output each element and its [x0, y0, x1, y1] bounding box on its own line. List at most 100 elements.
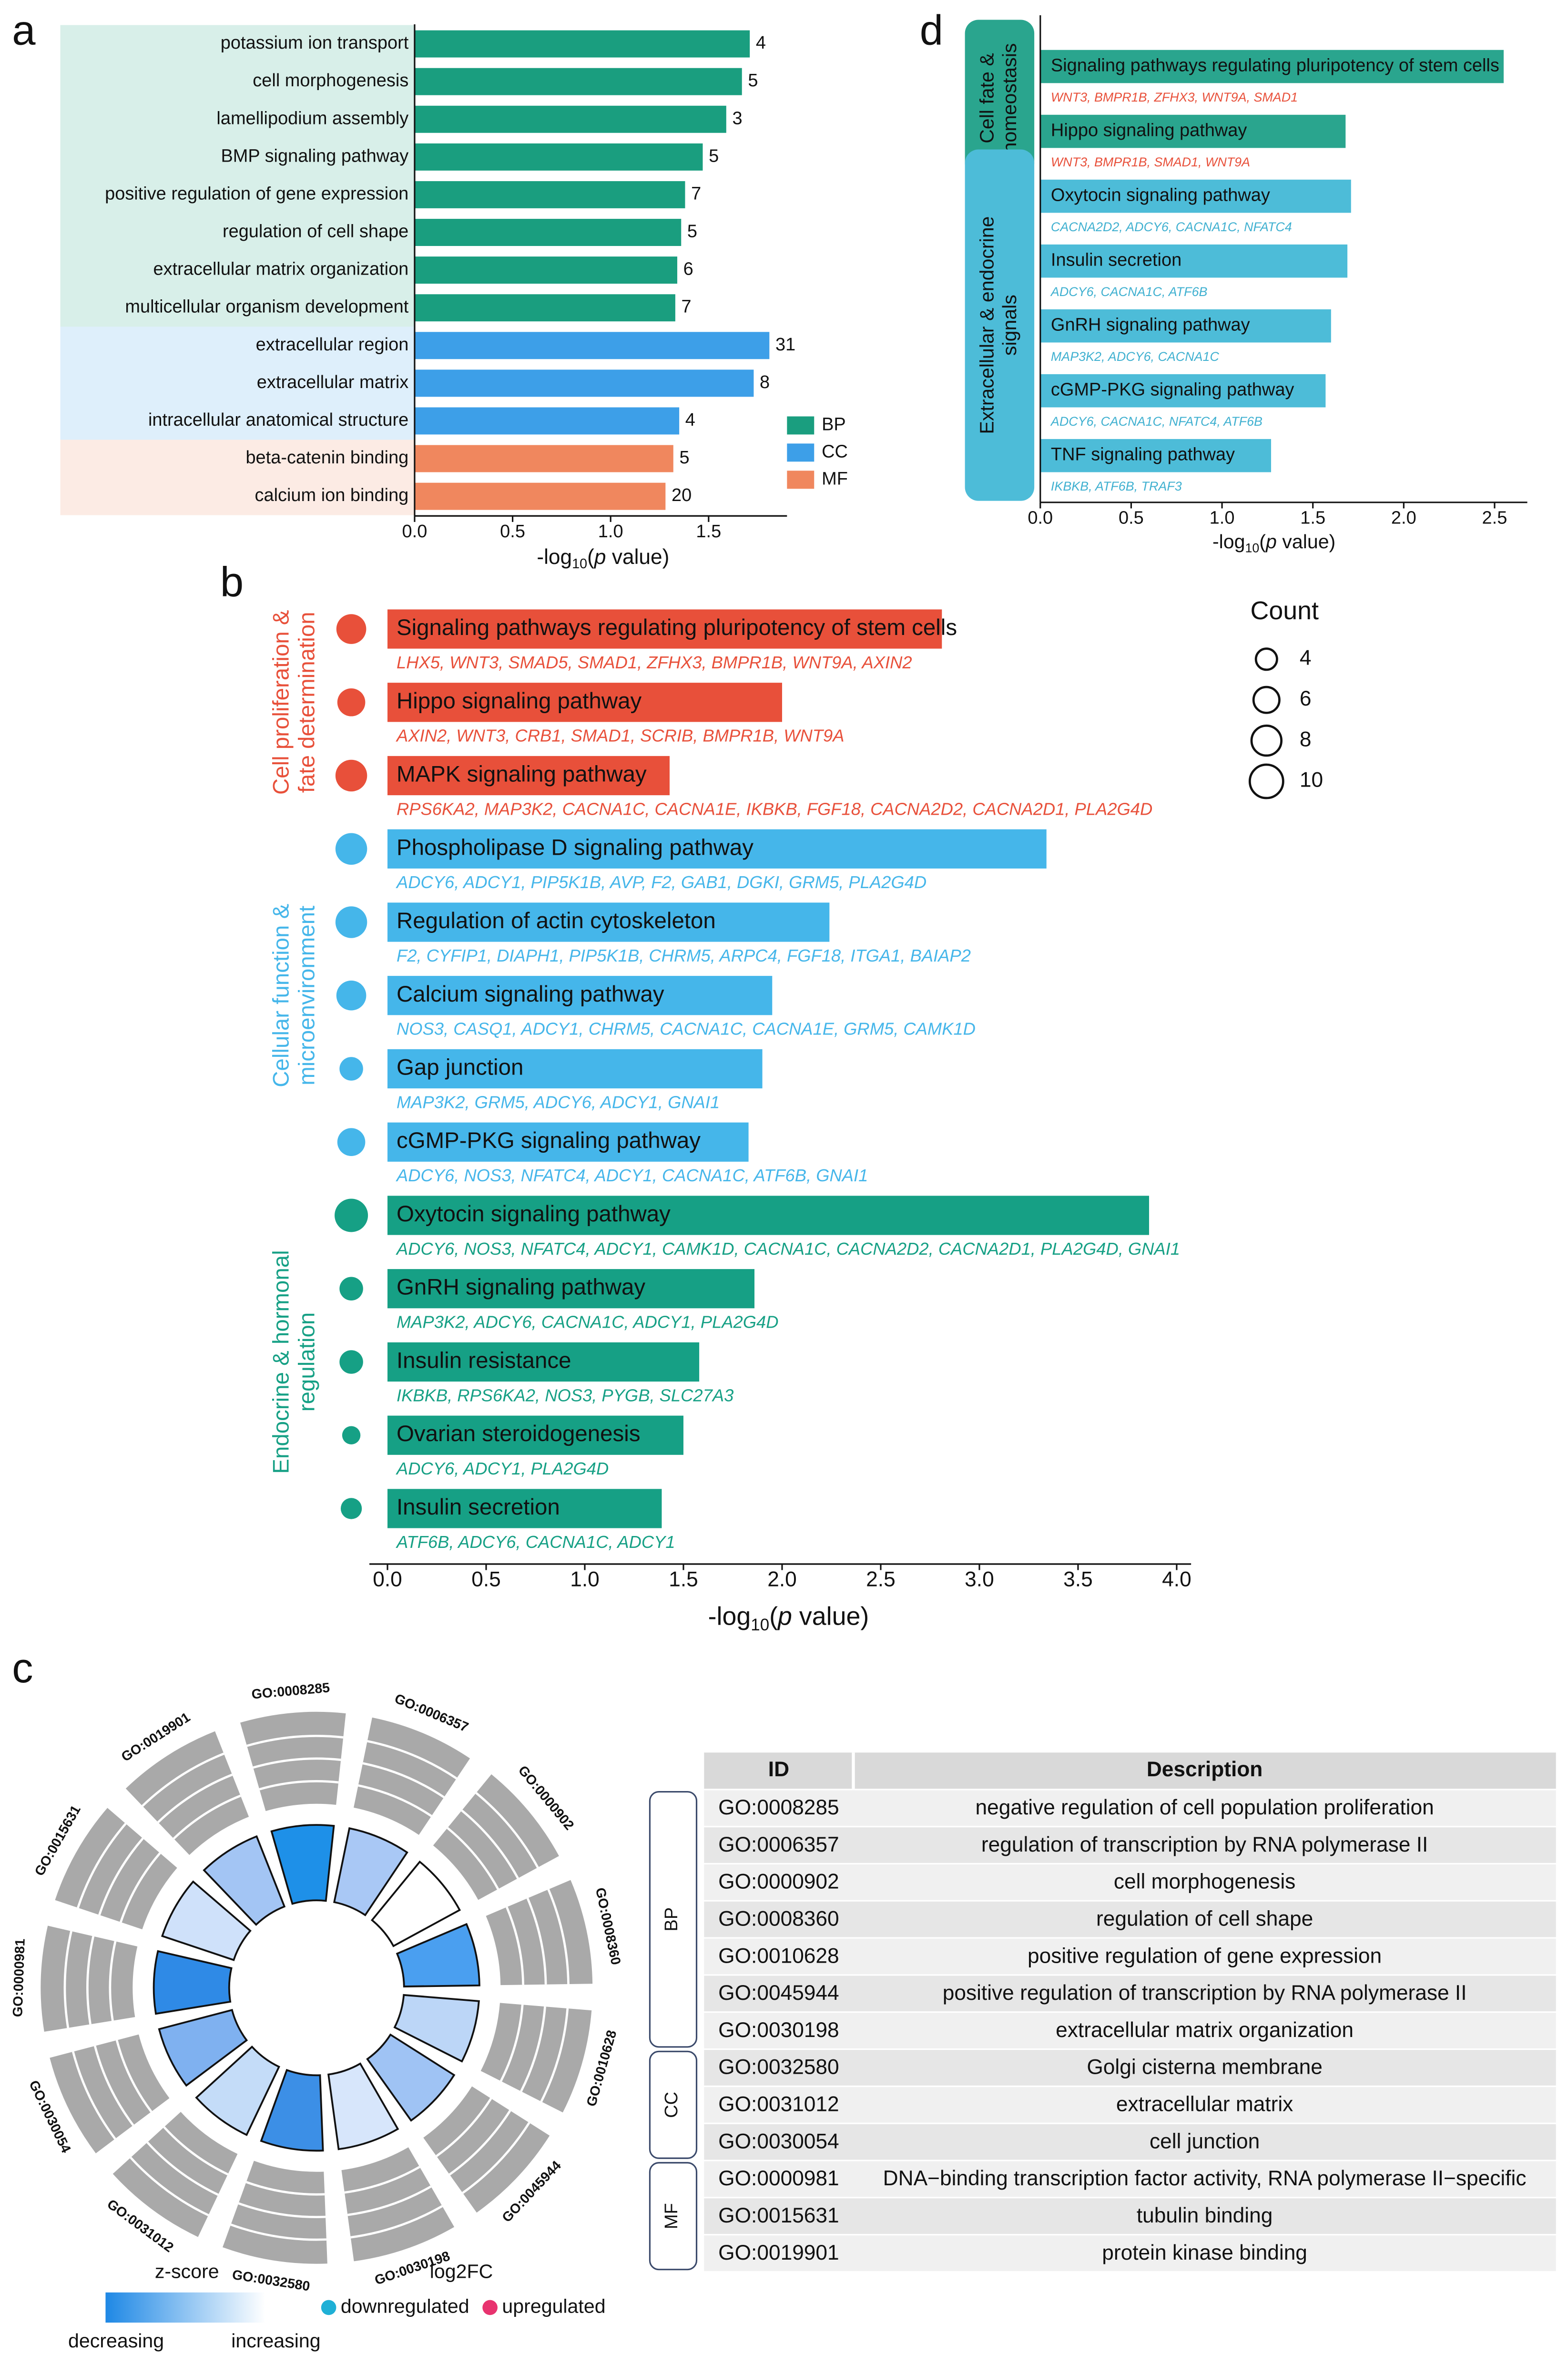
- header-cell: ID: [768, 1758, 789, 1781]
- label-part: -log: [1212, 531, 1245, 553]
- sector-grid: [367, 1740, 458, 1780]
- gene-list: IKBKB, ATF6B, TRAF3: [1051, 479, 1182, 493]
- description-cell: extracellular matrix organization: [1056, 2018, 1354, 2042]
- bar: [414, 332, 770, 359]
- bar: [414, 256, 678, 284]
- bar: [387, 902, 830, 942]
- panel-label: a: [12, 6, 36, 53]
- legend-dot: [1248, 763, 1284, 799]
- sector-grid: [238, 2202, 326, 2218]
- x-tick-label: 1.5: [1300, 508, 1325, 528]
- legend-label: 6: [1300, 687, 1312, 710]
- count-label: 20: [672, 485, 692, 505]
- id-cell: GO:0006357: [718, 1833, 839, 1856]
- zscore-bar: [260, 2068, 324, 2152]
- bar-label: GnRH signaling pathway: [1051, 315, 1250, 335]
- legend-label: MF: [822, 469, 848, 489]
- bar: [387, 976, 773, 1015]
- sector-grid: [436, 2098, 492, 2157]
- sector-grid: [63, 1931, 72, 2028]
- bar: [1040, 439, 1271, 472]
- count-label: 4: [685, 410, 695, 430]
- zscore-bar: [333, 1827, 408, 1916]
- bar-label: Hippo signaling pathway: [1051, 121, 1247, 141]
- sector-grid: [520, 2006, 546, 2092]
- zscore-bar: [195, 2045, 280, 2136]
- legend-dot: [1254, 647, 1278, 671]
- gene-list: CACNA2D2, ADCY6, CACNA1C, NFATC4: [1051, 220, 1292, 234]
- id-cell: GO:0032580: [718, 2056, 839, 2079]
- sector-grid: [499, 2005, 524, 2082]
- bar: [414, 181, 685, 208]
- count-label: 6: [683, 259, 693, 279]
- bar-label: Ovarian steroidogenesis: [397, 1421, 641, 1446]
- description-cell: cell junction: [1150, 2130, 1260, 2153]
- count-label: 3: [732, 108, 742, 128]
- legend-label: decreasing: [68, 2330, 164, 2352]
- gene-list: MAP3K2, GRM5, ADCY6, ADCY1, GNAI1: [397, 1092, 720, 1112]
- y-tick-label: potassium ion transport: [221, 33, 409, 53]
- group-band: [60, 327, 415, 440]
- panel-label: b: [220, 558, 244, 605]
- table-row: [704, 1790, 1556, 1826]
- count-dot: [335, 1198, 368, 1232]
- group-label: signals: [998, 295, 1020, 356]
- label-part: 10: [1245, 541, 1260, 555]
- sector-grid: [447, 1827, 499, 1890]
- bar: [387, 1415, 683, 1455]
- label-part: (: [587, 545, 594, 569]
- x-tick-label: 2.5: [1482, 508, 1507, 528]
- gene-list: MAP3K2, ADCY6, CACNA1C, ADCY1, PLA2G4D: [397, 1312, 779, 1332]
- sector-grid: [109, 1941, 117, 2021]
- x-axis-label: -log10(p value): [708, 1602, 869, 1634]
- sector-grid: [259, 1780, 339, 1791]
- legend-label: increasing: [231, 2330, 320, 2352]
- x-axis-label: -log10(p value): [1212, 531, 1335, 555]
- table-row: [704, 2198, 1556, 2234]
- zscore-bar: [161, 1880, 252, 1961]
- term-sector: [240, 1711, 346, 1811]
- legend-label: upregulated: [502, 2295, 605, 2317]
- group-label: Cell fate &: [976, 53, 998, 143]
- zscore-bar: [153, 1950, 233, 2015]
- term-sector: [341, 2147, 455, 2262]
- bar: [414, 30, 750, 58]
- y-tick-label: extracellular matrix organization: [153, 259, 409, 279]
- x-tick-label: 3.0: [965, 1567, 994, 1591]
- description-cell: cell morphogenesis: [1114, 1870, 1295, 1894]
- zscore-bar: [370, 1860, 461, 1947]
- sector-grid: [506, 1906, 525, 1985]
- table-row: [704, 2013, 1556, 2048]
- sector-grid: [350, 2205, 443, 2239]
- y-tick-label: intracellular anatomical structure: [148, 410, 408, 430]
- sector-grid: [526, 1897, 547, 1985]
- gene-list: NOS3, CASQ1, ADCY1, CHRM5, CACNA1C, CACN…: [397, 1019, 976, 1039]
- sector-grid: [540, 2008, 569, 2102]
- group-bracket: [649, 2050, 698, 2159]
- bar-label: cGMP-PKG signaling pathway: [397, 1128, 701, 1153]
- bar-label: Regulation of actin cytoskeleton: [397, 908, 716, 933]
- count-label: 5: [687, 222, 697, 242]
- label-part: value): [792, 1602, 869, 1631]
- gene-list: F2, CYFIP1, DIAPH1, PIP5K1B, CHRM5, ARPC…: [397, 946, 971, 965]
- zscore-bar: [366, 2033, 456, 2122]
- bar: [387, 1342, 700, 1382]
- panel-label: d: [920, 6, 943, 53]
- bar: [387, 1196, 1149, 1235]
- bar-label: Signaling pathways regulating pluripoten…: [1051, 56, 1499, 76]
- bar-label: Insulin resistance: [397, 1348, 571, 1373]
- bar-label: Hippo signaling pathway: [397, 688, 642, 714]
- group-bracket: [649, 1791, 698, 2048]
- legend-label: BP: [822, 414, 846, 434]
- legend-label: CC: [822, 441, 848, 461]
- table-row: [704, 1864, 1556, 1900]
- legend-label: downregulated: [341, 2295, 469, 2317]
- x-tick-label: 1.0: [1210, 508, 1235, 528]
- sector-grid: [163, 2126, 229, 2176]
- sector-grid: [86, 1936, 95, 2025]
- label-part: value): [606, 545, 670, 569]
- sector-grid: [77, 1822, 127, 1908]
- bar: [1040, 50, 1504, 83]
- gene-list: ADCY6, NOS3, NFATC4, ADCY1, CACNA1C, ATF…: [396, 1166, 868, 1185]
- group-label: BP: [662, 1907, 682, 1932]
